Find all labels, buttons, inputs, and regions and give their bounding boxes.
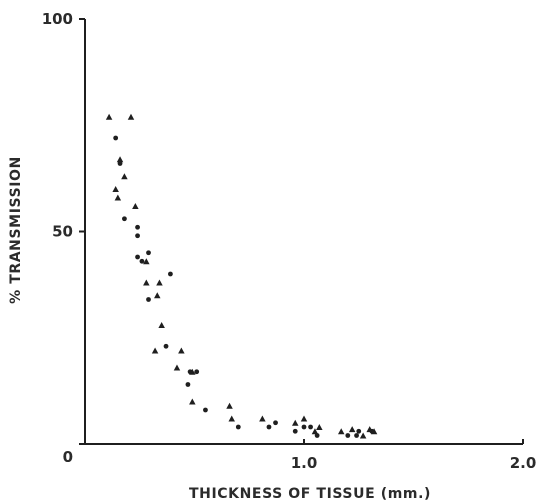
- data-point-triangle: [178, 347, 185, 354]
- data-point-circle: [273, 420, 278, 426]
- data-point-circle: [266, 424, 272, 430]
- data-point-circle: [301, 424, 307, 430]
- data-point-triangle: [226, 402, 233, 409]
- data-point-circle: [345, 433, 351, 438]
- ticks: 0 50 100 1.0 2.0: [42, 10, 537, 472]
- data-point-triangle: [337, 428, 345, 435]
- data-point-circle: [163, 343, 169, 349]
- data-point-triangle: [132, 203, 139, 209]
- data-point-circle: [113, 135, 119, 141]
- data-point-circle: [185, 382, 191, 387]
- data-point-circle: [194, 369, 200, 375]
- data-point-triangle: [105, 113, 113, 120]
- x-tick-label: 2.0: [510, 454, 537, 472]
- data-point-circle: [203, 407, 208, 413]
- data-point-triangle: [143, 258, 150, 265]
- axes: [84, 19, 523, 445]
- data-point-circle: [235, 424, 241, 430]
- data-point-triangle: [154, 292, 161, 299]
- data-point-circle: [122, 216, 127, 222]
- data-point-circle: [146, 250, 151, 256]
- data-point-triangle: [158, 322, 165, 328]
- data-point-triangle: [348, 426, 356, 433]
- data-point-triangle: [114, 194, 122, 201]
- data-point-triangle: [311, 428, 319, 435]
- data-point-triangle: [173, 364, 181, 371]
- data-point-triangle: [316, 424, 323, 430]
- data-point-circle: [308, 424, 313, 430]
- data-point-triangle: [121, 173, 128, 180]
- data-point-triangle: [300, 415, 308, 422]
- data-point-triangle: [143, 279, 150, 286]
- data-point-triangle: [228, 415, 235, 422]
- x-axis-title: THICKNESS OF TISSUE (mm.): [189, 486, 431, 502]
- data-point-circle: [117, 161, 123, 166]
- data-point-circle: [168, 271, 173, 277]
- data-point-circle: [356, 428, 362, 434]
- data-point-circle: [292, 428, 298, 434]
- data-point-triangle: [291, 419, 299, 426]
- data-point-circle: [146, 297, 151, 302]
- data-point-circle: [139, 258, 145, 264]
- data-point-triangle: [189, 398, 196, 405]
- y-tick-label: 0: [63, 448, 73, 466]
- data-point-circle: [354, 433, 359, 438]
- data-point-triangle: [259, 415, 266, 422]
- data-point-triangle: [116, 156, 124, 163]
- data-point-circle: [369, 428, 375, 434]
- data-point-circle: [135, 224, 140, 230]
- data-point-circle: [135, 233, 140, 239]
- data-point-triangle: [112, 186, 119, 192]
- x-tick-label: 1.0: [291, 454, 318, 472]
- data-point-triangle: [156, 279, 163, 286]
- y-tick-label: 50: [52, 223, 73, 241]
- data-point-triangle: [151, 347, 159, 354]
- data-point-triangle: [359, 432, 367, 439]
- data-point-triangle: [127, 113, 135, 120]
- data-point-circle: [135, 254, 140, 260]
- data-point-circle: [314, 433, 320, 438]
- data-points: [105, 113, 378, 439]
- y-axis-title: % TRANSMISSION: [8, 156, 24, 304]
- y-tick-label: 100: [42, 10, 73, 28]
- data-point-circle: [187, 369, 193, 375]
